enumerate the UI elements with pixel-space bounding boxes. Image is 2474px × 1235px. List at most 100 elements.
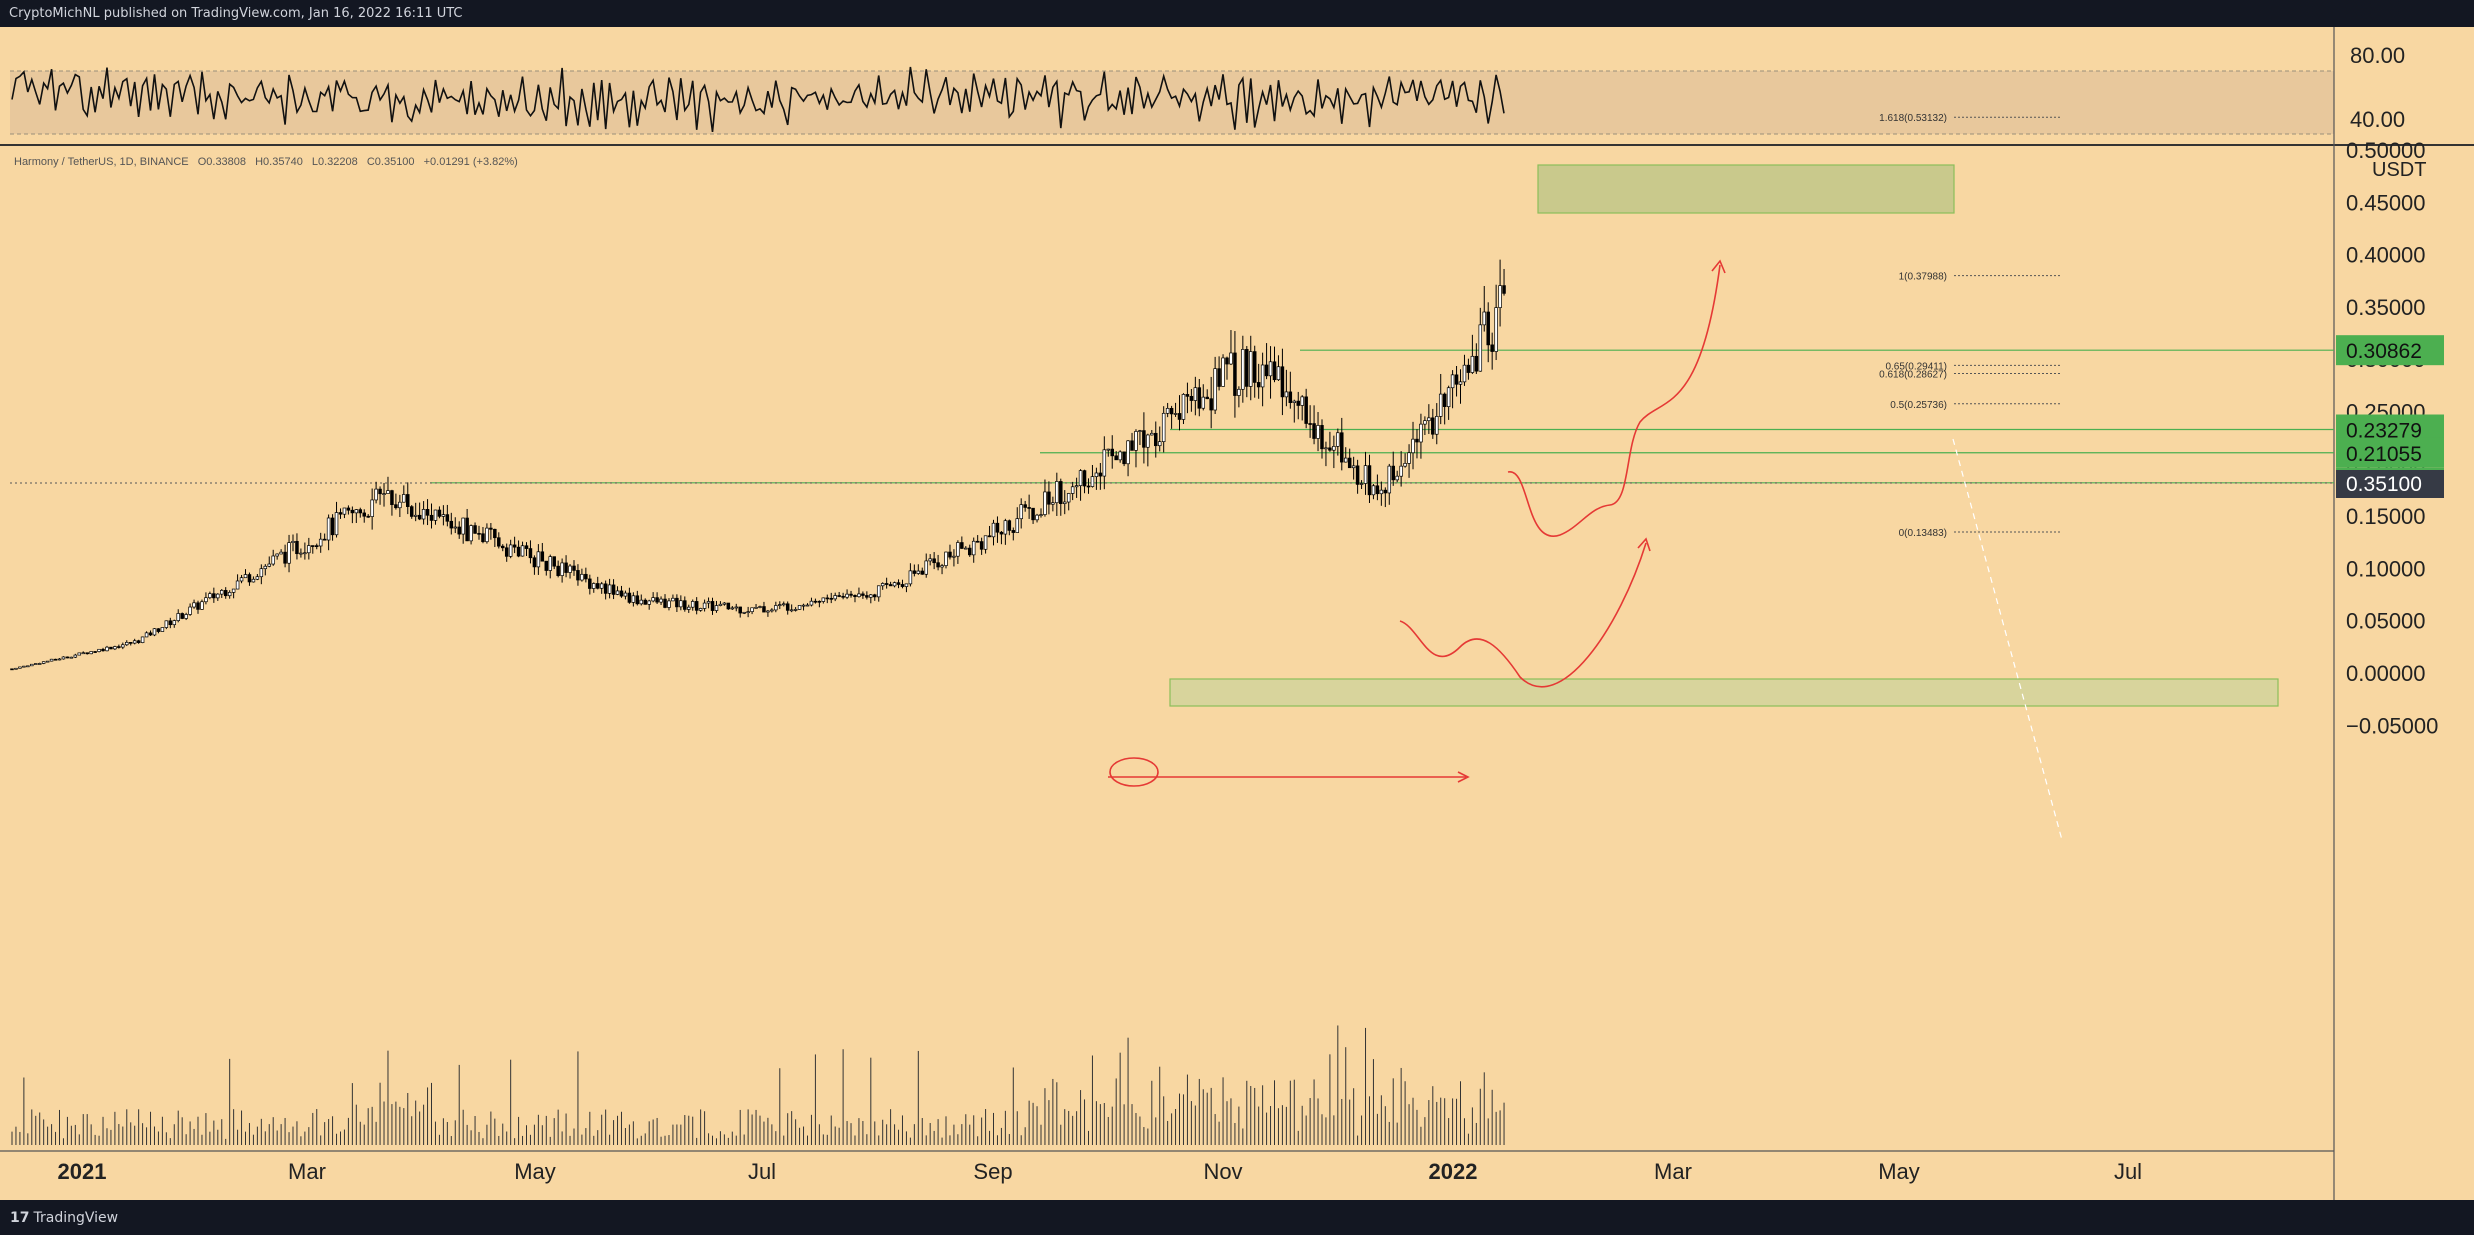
candle-body [208,593,212,599]
candle-body [148,632,153,636]
candle-body [1102,449,1107,477]
candle-body [402,494,406,503]
candle-body [291,540,295,544]
candle-body [595,583,600,589]
time-axis[interactable]: 2021 Mar May Jul Sep Nov 2022 Mar May Jul [58,1159,2143,1184]
candle-body [271,555,275,565]
support-zone[interactable] [1169,678,2279,707]
candle-body [671,597,675,602]
candle-body [1435,416,1439,435]
candle-body [1347,457,1352,469]
candle-body [1470,355,1475,373]
candle-body [1122,451,1126,465]
candle-body [1450,374,1455,389]
candle-body [1205,396,1209,400]
candle-body [1403,463,1407,467]
candle-body [659,598,663,603]
candle-body [920,570,925,575]
candle-body [1304,396,1308,424]
price-tick-label: 0.35000 [2346,295,2426,320]
candle-body [216,593,220,599]
candle-body [1197,387,1202,409]
candle-body [849,593,853,596]
candle-body [825,597,830,600]
candle-body [1189,395,1194,401]
candle-body [1276,366,1281,381]
projection-arrows[interactable] [1108,259,1726,787]
candle-body [778,604,782,606]
publisher-text: CryptoMichNL published on TradingView.co… [9,6,463,21]
breakout-arrow-head [1457,771,1470,783]
candle-body [69,656,74,659]
tradingview-logo[interactable]: 17 TradingView [10,1210,118,1226]
rsi-tick-label: 40.00 [2350,107,2405,132]
candle-body [1486,311,1490,346]
candle-body [1027,507,1031,509]
candle-body [912,570,917,574]
candle-body [1055,481,1059,504]
time-tick-label: Mar [1654,1159,1692,1184]
candle-body [722,602,727,605]
price-tick-label: 0.50000 [2346,138,2426,163]
candle-body [694,601,699,611]
candle-body [1062,501,1067,504]
candle-body [1419,423,1423,443]
price-tick-label: 0.15000 [2346,504,2426,529]
candle-body [746,611,750,614]
candle-body [457,526,461,535]
candle-body [663,598,667,608]
candle-body [366,515,370,518]
candle-body [49,658,54,662]
candle-body [524,545,529,549]
candle-body [449,520,454,529]
candle-body [113,646,117,650]
candle-body [1142,430,1146,448]
footer-bar: 17 TradingView [0,1200,2474,1235]
candle-body [275,553,279,557]
candle-body [1213,368,1217,411]
candle-body [89,651,93,655]
candle-body [1375,485,1380,495]
candle-body [1209,398,1213,411]
candle-body [497,537,501,547]
candle-body [287,542,291,564]
candle-body [734,606,739,609]
candle-body [960,542,964,549]
candle-body [437,509,442,517]
candle-body [536,551,541,568]
candle-body [247,574,252,583]
candle-body [924,560,928,575]
candle-body [255,576,260,580]
candle-body [1260,364,1265,388]
candle-body [762,606,766,613]
candle-body [433,509,438,521]
chart-area[interactable]: 1.618(0.53132) 1(0.37988) 0.65(0.29411)0.6… [0,27,2474,1200]
candle-body [564,562,568,573]
candle-body [1300,396,1304,406]
candle-body [1474,355,1479,372]
candle-body [599,583,604,589]
fib-target-zone[interactable] [1537,164,1955,214]
fib-level-label: 0.618(0.28627) [1879,370,1947,381]
candle-body [900,584,905,587]
time-tick-label: Sep [973,1159,1012,1184]
candle-body [1201,396,1206,409]
candle-body [540,551,545,562]
candle-body [647,600,651,605]
candle-body [204,597,208,603]
fib-retracement[interactable]: 1.618(0.53132) 1(0.37988) 0.65(0.29411)0.6… [1879,113,2062,539]
candle-body [508,544,513,557]
fib-level-label: 1(0.37988) [1899,272,1947,283]
candle-body [1458,381,1463,385]
candle-body [865,595,869,598]
candle-body [667,600,671,608]
candle-body [61,656,66,660]
volume-bars [11,1025,1505,1145]
breakout-circle [1109,757,1159,787]
candle-body [936,562,940,568]
candle-body [1340,432,1344,463]
candle-body [576,570,580,581]
candle-body [1086,485,1091,488]
candle-body [1423,420,1427,425]
candle-body [833,595,837,600]
